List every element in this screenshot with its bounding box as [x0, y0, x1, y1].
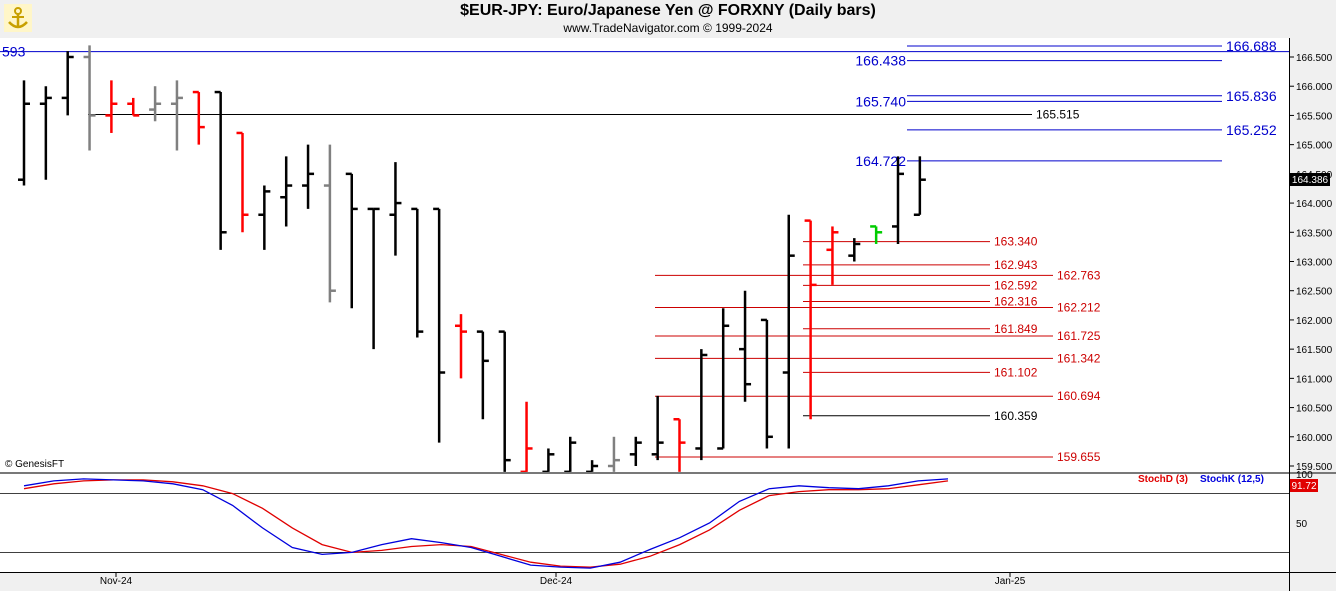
- ohlc-bar[interactable]: [695, 349, 708, 461]
- ohlc-bar[interactable]: [323, 144, 336, 303]
- ohlc-bar[interactable]: [760, 318, 773, 449]
- level-label: 161.342: [1057, 351, 1101, 365]
- y-tick-label: 160.000: [1296, 433, 1333, 444]
- ohlc-bar[interactable]: [848, 238, 861, 262]
- y-tick-label: 164.000: [1296, 199, 1333, 210]
- ohlc-bar[interactable]: [127, 97, 140, 117]
- ohlc-bar[interactable]: [83, 45, 96, 151]
- y-tick-label: 165.500: [1296, 111, 1333, 122]
- y-tick-label: 161.000: [1296, 374, 1333, 385]
- level-label: 160.359: [994, 409, 1038, 423]
- level-label: 161.725: [1057, 329, 1101, 343]
- ohlc-bar[interactable]: [892, 156, 904, 244]
- level-label: 165.836: [1226, 88, 1277, 104]
- ohlc-bar[interactable]: [367, 207, 380, 350]
- chart-header: $EUR-JPY: Euro/Japanese Yen @ FORXNY (Da…: [0, 0, 1336, 38]
- ohlc-bar[interactable]: [236, 131, 249, 233]
- ohlc-bar[interactable]: [411, 207, 424, 338]
- ohlc-bar[interactable]: [302, 144, 315, 209]
- ohlc-bar[interactable]: [170, 80, 183, 151]
- ohlc-bar[interactable]: [870, 225, 883, 244]
- ohlc-bar[interactable]: [389, 162, 402, 256]
- ohlc-bar[interactable]: [61, 51, 74, 116]
- ohlc-bar[interactable]: [826, 226, 839, 285]
- level-label-top: 593: [2, 44, 26, 60]
- level-label: 166.688: [1226, 38, 1277, 54]
- level-label: 162.316: [994, 294, 1038, 308]
- last-price-label: 164.386: [1292, 175, 1329, 186]
- ohlc-bar[interactable]: [804, 219, 817, 420]
- ohlc-bar[interactable]: [520, 401, 533, 472]
- level-label: 160.694: [1057, 389, 1101, 403]
- y-tick-label: 161.500: [1296, 345, 1333, 356]
- ohlc-bar[interactable]: [192, 90, 205, 145]
- level-label: 166.438: [855, 53, 906, 69]
- ohlc-bar[interactable]: [498, 330, 511, 472]
- ohlc-bar[interactable]: [782, 214, 795, 449]
- navigator-logo-icon: [4, 4, 32, 32]
- chart-title: $EUR-JPY: Euro/Japanese Yen @ FORXNY (Da…: [460, 2, 876, 19]
- level-label: 162.592: [994, 278, 1038, 292]
- level-label: 165.515: [1036, 108, 1080, 122]
- ohlc-bar[interactable]: [629, 436, 642, 466]
- chart-subtitle: www.TradeNavigator.com © 1999-2024: [563, 21, 773, 35]
- genesis-watermark: © GenesisFT: [5, 459, 64, 470]
- y-tick-label: 166.500: [1296, 53, 1333, 64]
- level-label: 162.212: [1057, 301, 1101, 315]
- ohlc-bar[interactable]: [739, 290, 752, 402]
- x-tick-label: Jan-25: [995, 576, 1026, 587]
- stoch-k-line: [23, 478, 949, 569]
- level-label: 161.849: [994, 322, 1038, 336]
- level-label: 164.722: [855, 153, 906, 169]
- ohlc-bar[interactable]: [258, 185, 271, 250]
- ohlc-bar[interactable]: [433, 207, 446, 443]
- level-label: 163.340: [994, 235, 1038, 249]
- y-tick-label: 162.000: [1296, 316, 1333, 327]
- y-tick-label: 160.500: [1296, 404, 1333, 415]
- legend-stoch-k: StochK (12,5): [1200, 474, 1264, 485]
- ohlc-bars: [18, 45, 926, 472]
- y-tick-label: 163.000: [1296, 258, 1333, 269]
- level-label: 159.655: [1057, 450, 1101, 464]
- stoch-y-tick-label: 50: [1296, 519, 1308, 530]
- y-tick-label: 162.500: [1296, 287, 1333, 298]
- ohlc-bar[interactable]: [542, 448, 555, 472]
- ohlc-bar[interactable]: [214, 90, 227, 250]
- level-label: 165.740: [855, 93, 906, 109]
- stochastic-panel[interactable]: [0, 474, 1289, 572]
- y-tick-label: 159.500: [1296, 462, 1333, 473]
- ohlc-bar[interactable]: [105, 80, 118, 133]
- ohlc-bar[interactable]: [149, 86, 162, 122]
- ohlc-bar[interactable]: [607, 436, 620, 472]
- ohlc-bar[interactable]: [673, 418, 686, 472]
- ohlc-bar[interactable]: [18, 80, 30, 186]
- ohlc-bar[interactable]: [345, 172, 358, 309]
- ohlc-bar[interactable]: [39, 86, 52, 180]
- y-tick-label: 166.000: [1296, 82, 1333, 93]
- stoch-last-tag: 91.72: [1290, 479, 1318, 492]
- level-label: 161.102: [994, 365, 1038, 379]
- price-panel[interactable]: [0, 38, 1289, 472]
- last-price-tag: 164.386: [1290, 173, 1330, 186]
- ohlc-bar[interactable]: [913, 156, 926, 217]
- ohlc-bar[interactable]: [455, 314, 467, 379]
- ohlc-bar[interactable]: [564, 436, 577, 472]
- y-tick-label: 163.500: [1296, 228, 1333, 239]
- ohlc-bar[interactable]: [280, 156, 293, 227]
- ohlc-bar[interactable]: [717, 308, 730, 450]
- level-label: 162.763: [1057, 268, 1101, 282]
- level-label: 162.943: [994, 258, 1038, 272]
- ohlc-bar[interactable]: [651, 395, 664, 461]
- x-tick-label: Nov-24: [100, 576, 133, 587]
- stoch-y-tick-label: 100: [1296, 470, 1313, 481]
- legend-stoch-d: StochD (3): [1138, 474, 1188, 485]
- x-tick-label: Dec-24: [540, 576, 573, 587]
- level-label: 165.252: [1226, 122, 1277, 138]
- stoch-last-label: 91.72: [1291, 481, 1316, 492]
- y-tick-label: 165.000: [1296, 141, 1333, 152]
- stoch-d-line: [23, 479, 949, 568]
- ohlc-bar[interactable]: [476, 330, 489, 420]
- ohlc-bar[interactable]: [586, 460, 599, 472]
